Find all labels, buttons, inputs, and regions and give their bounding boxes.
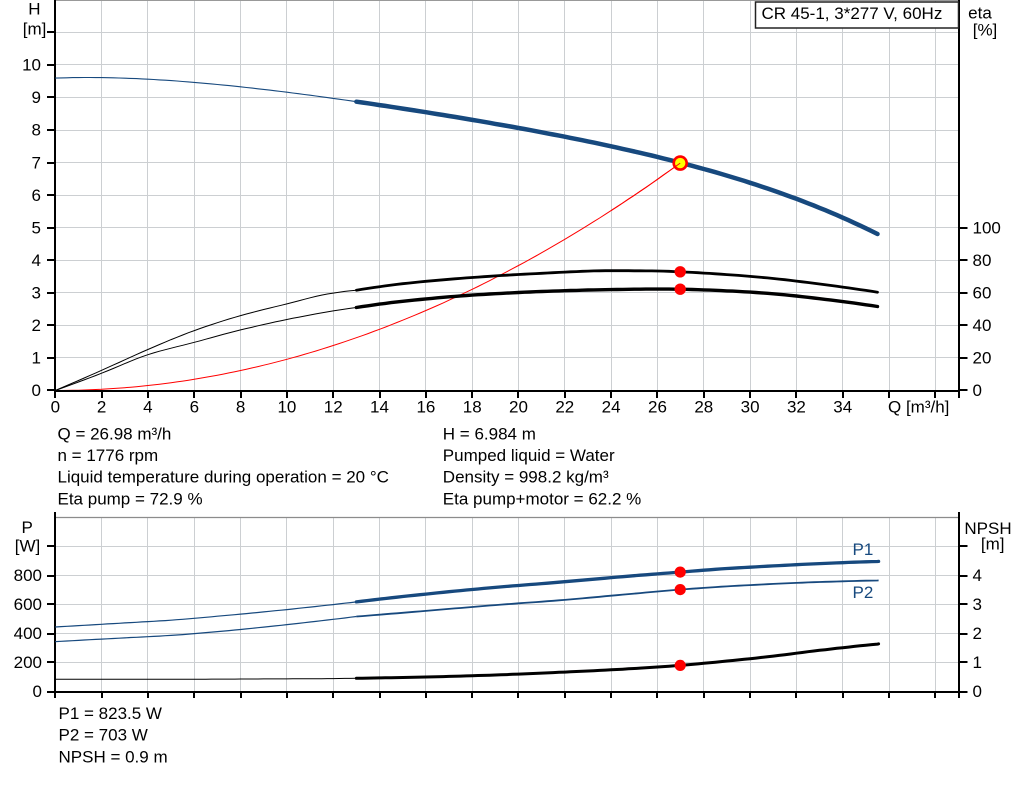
svg-text:30: 30 xyxy=(741,398,760,417)
svg-text:1: 1 xyxy=(32,349,41,368)
svg-text:20: 20 xyxy=(973,349,992,368)
svg-text:Q [m³/h]: Q [m³/h] xyxy=(888,398,949,417)
svg-text:32: 32 xyxy=(787,398,806,417)
svg-text:40: 40 xyxy=(973,316,992,335)
svg-text:20: 20 xyxy=(509,398,528,417)
svg-text:26: 26 xyxy=(648,398,667,417)
svg-text:H: H xyxy=(28,0,40,19)
svg-text:0: 0 xyxy=(973,682,982,701)
svg-text:28: 28 xyxy=(694,398,713,417)
svg-text:CR 45-1, 3*277 V, 60Hz: CR 45-1, 3*277 V, 60Hz xyxy=(762,4,943,23)
svg-text:P2: P2 xyxy=(853,583,874,602)
svg-text:600: 600 xyxy=(14,595,42,614)
svg-text:0: 0 xyxy=(32,381,41,400)
svg-text:Eta pump+motor = 62.2 %: Eta pump+motor = 62.2 % xyxy=(443,489,641,508)
svg-text:2: 2 xyxy=(32,316,41,335)
svg-text:24: 24 xyxy=(602,398,621,417)
svg-text:Eta pump = 72.9 %: Eta pump = 72.9 % xyxy=(58,489,203,508)
svg-text:3: 3 xyxy=(32,284,41,303)
svg-text:5: 5 xyxy=(32,218,41,237)
svg-text:14: 14 xyxy=(370,398,389,417)
svg-text:60: 60 xyxy=(973,284,992,303)
svg-text:[m]: [m] xyxy=(981,535,1005,554)
svg-text:NPSH = 0.9 m: NPSH = 0.9 m xyxy=(59,747,168,766)
svg-text:22: 22 xyxy=(555,398,574,417)
svg-text:H = 6.984 m: H = 6.984 m xyxy=(443,424,536,443)
svg-text:18: 18 xyxy=(463,398,482,417)
svg-text:0: 0 xyxy=(973,381,982,400)
svg-text:12: 12 xyxy=(324,398,343,417)
svg-text:P1 = 823.5 W: P1 = 823.5 W xyxy=(59,704,162,723)
svg-text:0: 0 xyxy=(51,398,60,417)
svg-text:Liquid temperature during oper: Liquid temperature during operation = 20… xyxy=(58,468,389,487)
svg-text:P2 = 703 W: P2 = 703 W xyxy=(59,726,148,745)
svg-text:P: P xyxy=(22,518,33,537)
svg-text:[%]: [%] xyxy=(973,21,998,40)
svg-text:10: 10 xyxy=(22,56,41,75)
svg-text:4: 4 xyxy=(143,398,152,417)
svg-text:16: 16 xyxy=(416,398,435,417)
svg-text:800: 800 xyxy=(14,566,42,585)
svg-text:4: 4 xyxy=(32,251,41,270)
svg-text:80: 80 xyxy=(973,251,992,270)
svg-text:3: 3 xyxy=(973,595,982,614)
svg-text:NPSH: NPSH xyxy=(964,519,1011,538)
svg-text:2: 2 xyxy=(973,624,982,643)
svg-text:Pumped liquid = Water: Pumped liquid = Water xyxy=(443,446,615,465)
svg-text:Q = 26.98 m³/h: Q = 26.98 m³/h xyxy=(58,424,172,443)
svg-text:[W]: [W] xyxy=(15,537,41,556)
svg-text:400: 400 xyxy=(14,624,42,643)
svg-text:8: 8 xyxy=(32,121,41,140)
svg-text:0: 0 xyxy=(33,682,42,701)
svg-text:P1: P1 xyxy=(853,540,874,559)
svg-text:Density = 998.2 kg/m³: Density = 998.2 kg/m³ xyxy=(443,468,609,487)
svg-text:6: 6 xyxy=(190,398,199,417)
svg-text:9: 9 xyxy=(32,88,41,107)
svg-text:7: 7 xyxy=(32,153,41,172)
svg-text:100: 100 xyxy=(973,218,1001,237)
svg-text:34: 34 xyxy=(833,398,852,417)
svg-text:8: 8 xyxy=(236,398,245,417)
svg-text:6: 6 xyxy=(32,186,41,205)
svg-text:2: 2 xyxy=(97,398,106,417)
svg-text:1: 1 xyxy=(973,653,982,672)
svg-text:10: 10 xyxy=(277,398,296,417)
svg-text:n = 1776 rpm: n = 1776 rpm xyxy=(58,446,159,465)
svg-text:eta: eta xyxy=(968,4,992,23)
svg-text:[m]: [m] xyxy=(23,20,47,39)
svg-text:200: 200 xyxy=(14,653,42,672)
svg-text:4: 4 xyxy=(973,566,982,585)
